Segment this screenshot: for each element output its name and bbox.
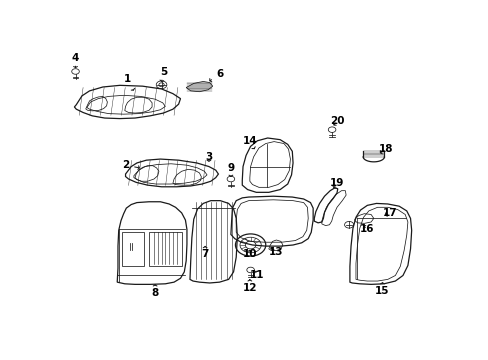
Text: 8: 8 <box>151 285 159 298</box>
Text: 13: 13 <box>268 247 283 257</box>
Text: 9: 9 <box>227 163 234 176</box>
Text: 11: 11 <box>250 270 264 280</box>
Polygon shape <box>186 81 212 92</box>
Text: 7: 7 <box>201 247 208 260</box>
Text: 19: 19 <box>329 178 344 188</box>
Text: 12: 12 <box>242 280 257 293</box>
Text: 18: 18 <box>378 144 393 154</box>
Text: 16: 16 <box>359 225 374 234</box>
Text: 14: 14 <box>242 136 257 149</box>
Text: 5: 5 <box>160 67 167 81</box>
Text: 20: 20 <box>329 116 344 126</box>
Text: 15: 15 <box>374 283 389 296</box>
Text: 3: 3 <box>205 152 212 162</box>
Text: 1: 1 <box>123 74 134 90</box>
Text: 6: 6 <box>209 69 224 82</box>
Text: 17: 17 <box>382 208 397 218</box>
Text: 4: 4 <box>72 53 79 68</box>
Text: 10: 10 <box>242 249 257 260</box>
Text: 2: 2 <box>122 160 139 170</box>
